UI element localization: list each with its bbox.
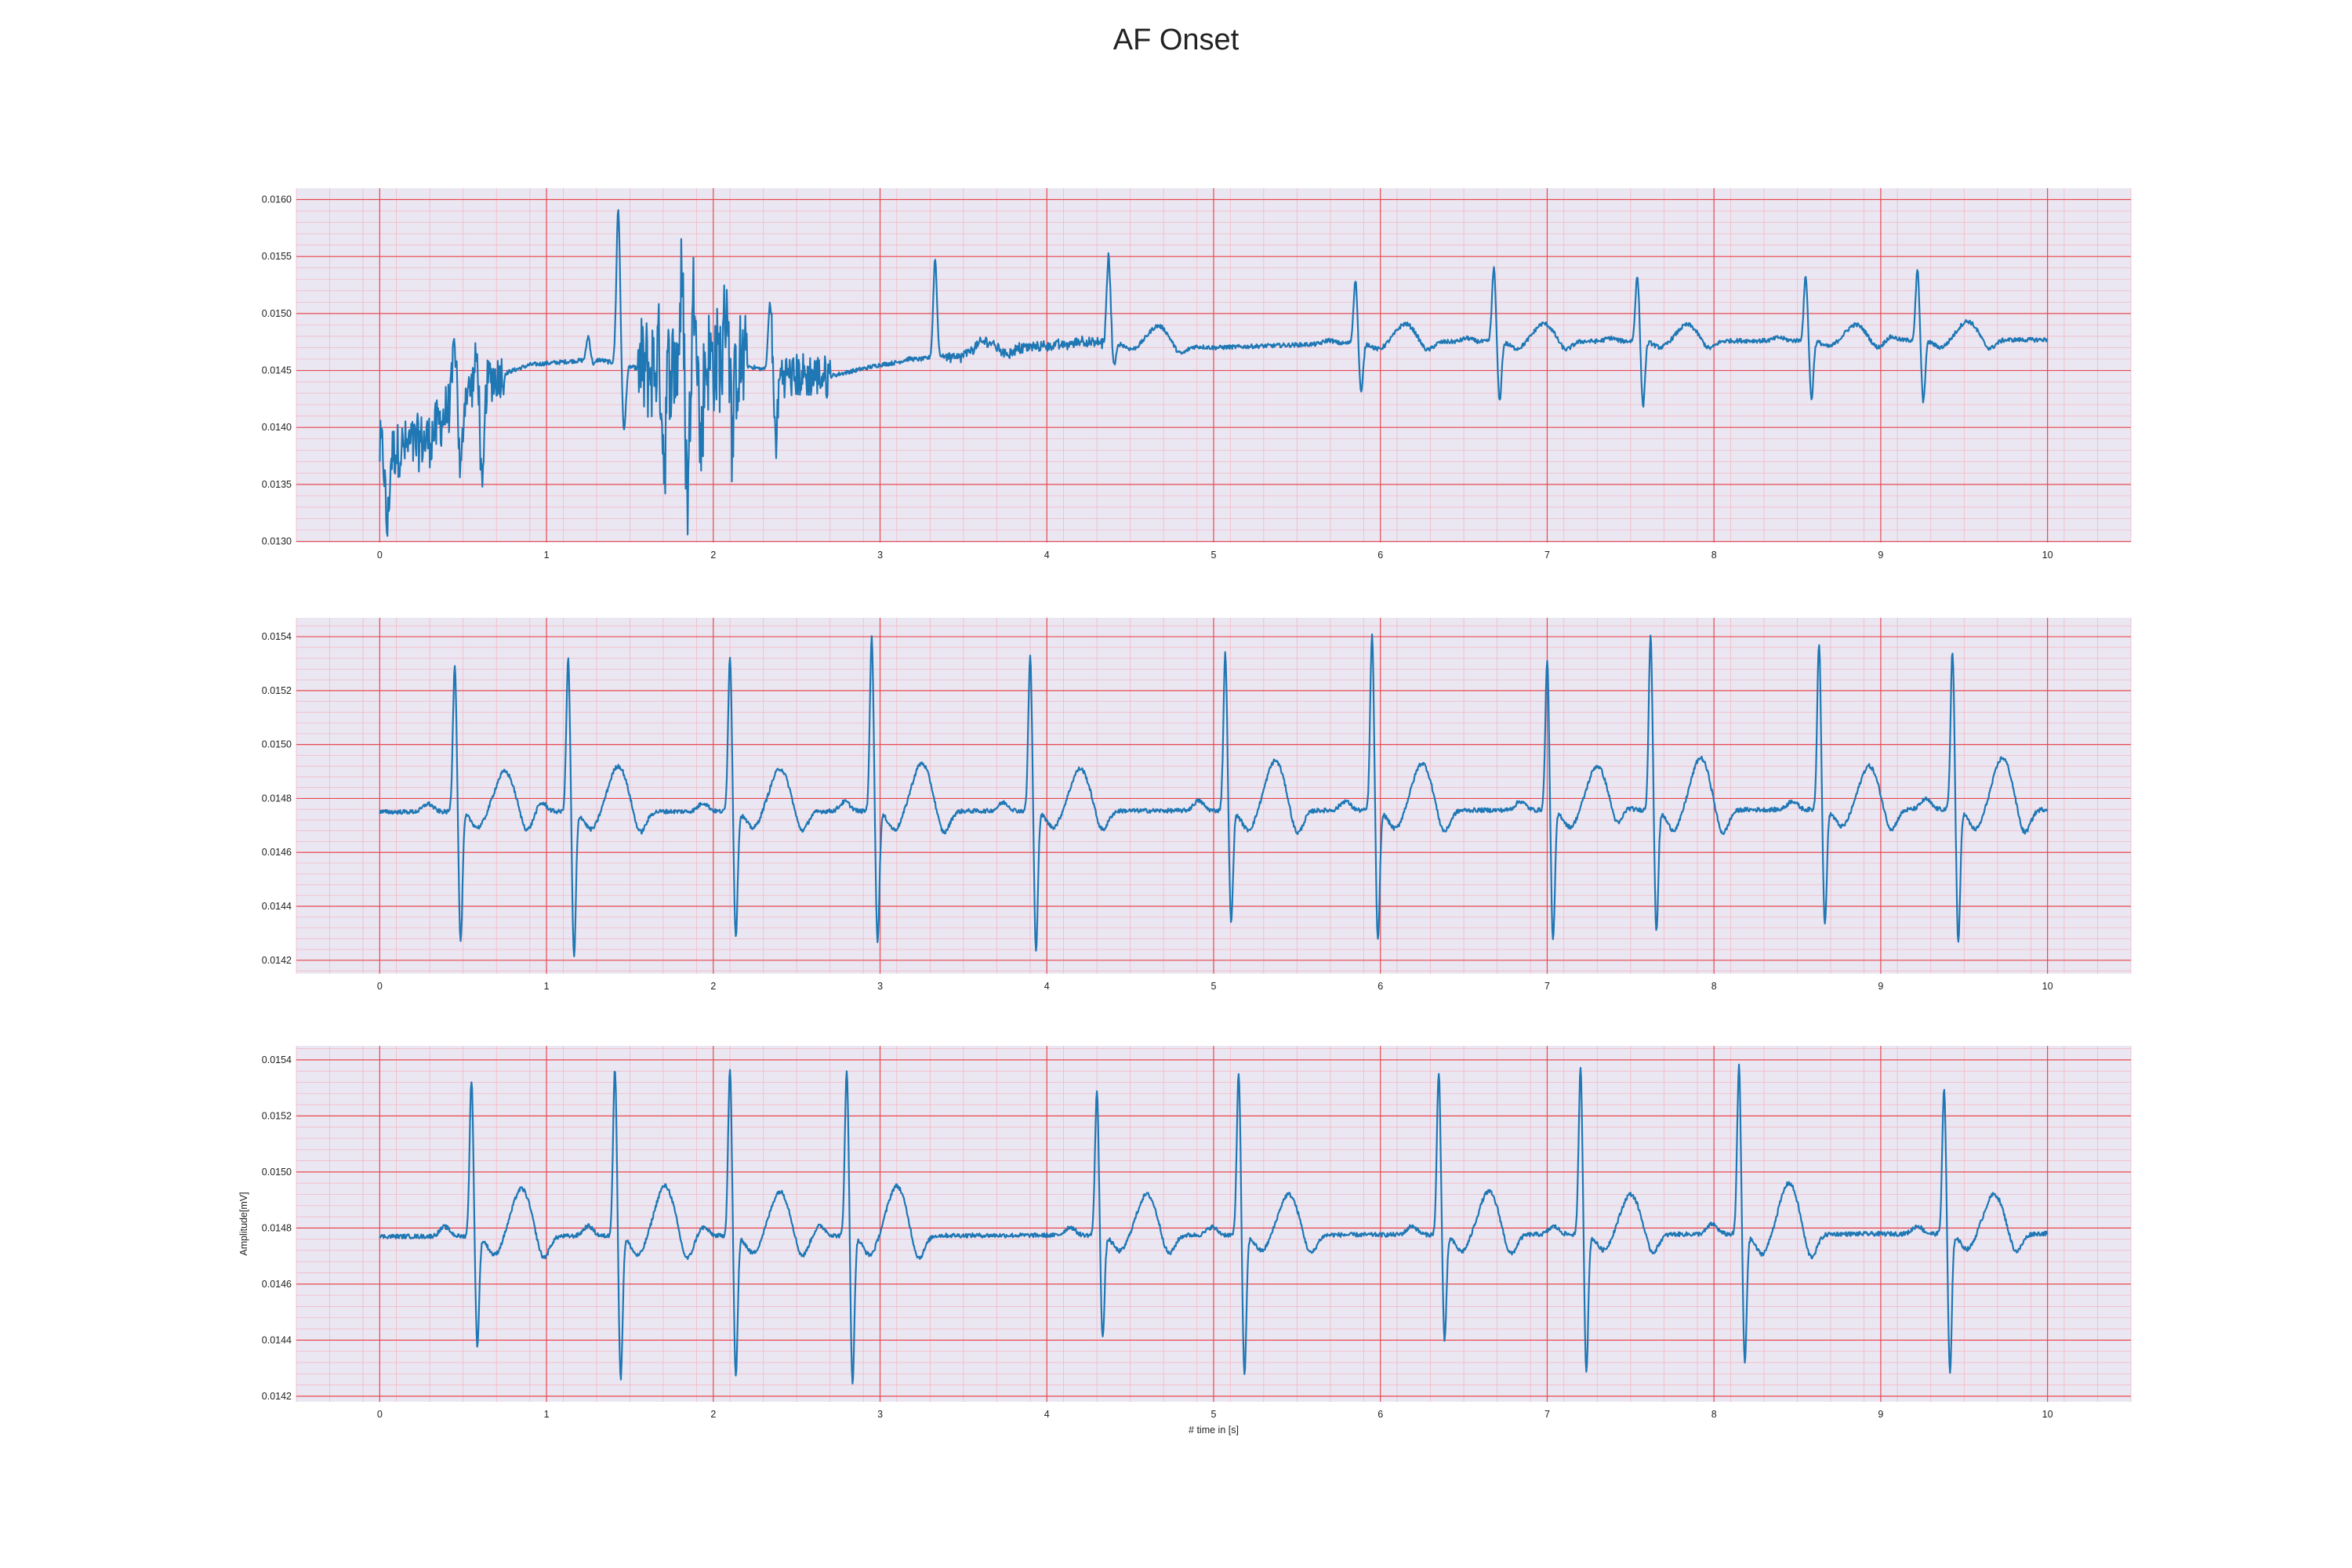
x-tick-label: 3 bbox=[877, 1409, 883, 1420]
ecg-series-line bbox=[379, 209, 2049, 537]
x-tick-label: 2 bbox=[710, 550, 716, 561]
x-tick-label: 1 bbox=[544, 981, 550, 992]
x-tick-label: 8 bbox=[1711, 981, 1717, 992]
x-tick-label: 7 bbox=[1544, 550, 1550, 561]
x-tick-label: 9 bbox=[1878, 550, 1883, 561]
x-tick-label: 2 bbox=[710, 1409, 716, 1420]
y-tick-label: 0.0148 bbox=[262, 793, 292, 804]
x-axis-label: # time in [s] bbox=[1189, 1425, 1239, 1436]
figure-title: AF Onset bbox=[1112, 24, 1240, 56]
x-tick-label: 6 bbox=[1377, 550, 1383, 561]
x-tick-label: 7 bbox=[1544, 1409, 1550, 1420]
x-tick-label: 5 bbox=[1211, 1409, 1217, 1420]
x-tick-label: 6 bbox=[1377, 1409, 1383, 1420]
ecg-panel-1: 0 1 2 3 4 5 6 7 8 9 10 0.0130 0.0135 0.0140 0.0145 0.01… bbox=[262, 188, 2132, 561]
ecg-series-line bbox=[379, 633, 2049, 957]
y-tick-label: 0.0152 bbox=[262, 1110, 292, 1121]
y-tick-label: 0.0146 bbox=[262, 1279, 292, 1290]
x-tick-label: 7 bbox=[1544, 981, 1550, 992]
x-tick-label: 4 bbox=[1044, 550, 1050, 561]
x-tick-label: 8 bbox=[1711, 1409, 1717, 1420]
y-tick-label: 0.0155 bbox=[262, 251, 292, 262]
y-tick-label: 0.0150 bbox=[262, 1167, 292, 1178]
x-tick-label: 3 bbox=[877, 981, 883, 992]
x-tick-label: 6 bbox=[1377, 981, 1383, 992]
y-tick-label: 0.0142 bbox=[262, 1391, 292, 1402]
x-tick-label: 10 bbox=[2042, 1409, 2053, 1420]
x-tick-label: 8 bbox=[1711, 550, 1717, 561]
ecg-series-line bbox=[379, 1063, 2049, 1385]
y-tick-label: 0.0160 bbox=[262, 194, 292, 205]
x-tick-label: 3 bbox=[877, 550, 883, 561]
x-tick-label: 1 bbox=[544, 550, 550, 561]
x-tick-label: 1 bbox=[544, 1409, 550, 1420]
x-tick-label: 10 bbox=[2042, 550, 2053, 561]
y-axis-label: Amplitude[mV] bbox=[238, 1192, 249, 1255]
y-tick-label: 0.0148 bbox=[262, 1222, 292, 1233]
ecg-panel-2: 0 1 2 3 4 5 6 7 8 9 10 0.0142 0.0144 0.0146 0.0148 0.01… bbox=[262, 618, 2132, 992]
x-tick-label: 5 bbox=[1211, 981, 1217, 992]
y-tick-label: 0.0150 bbox=[262, 308, 292, 319]
x-tick-label: 5 bbox=[1211, 550, 1217, 561]
x-tick-label: 2 bbox=[710, 981, 716, 992]
x-tick-label: 9 bbox=[1878, 1409, 1883, 1420]
x-tick-label: 9 bbox=[1878, 981, 1883, 992]
y-tick-label: 0.0154 bbox=[262, 1054, 292, 1065]
y-tick-label: 0.0144 bbox=[262, 1334, 292, 1345]
x-tick-label: 0 bbox=[377, 981, 383, 992]
y-tick-label: 0.0130 bbox=[262, 536, 292, 547]
y-tick-label: 0.0135 bbox=[262, 479, 292, 490]
major-grid bbox=[296, 1046, 2131, 1402]
y-tick-label: 0.0146 bbox=[262, 847, 292, 858]
x-tick-label: 4 bbox=[1044, 981, 1050, 992]
x-tick-label: 0 bbox=[377, 1409, 383, 1420]
y-tick-label: 0.0142 bbox=[262, 955, 292, 966]
y-tick-label: 0.0150 bbox=[262, 739, 292, 750]
y-tick-label: 0.0154 bbox=[262, 631, 292, 642]
y-tick-label: 0.0144 bbox=[262, 901, 292, 912]
x-tick-label: 4 bbox=[1044, 1409, 1050, 1420]
y-tick-label: 0.0145 bbox=[262, 365, 292, 376]
x-tick-label: 10 bbox=[2042, 981, 2053, 992]
y-tick-label: 0.0140 bbox=[262, 422, 292, 433]
y-tick-label: 0.0152 bbox=[262, 685, 292, 696]
ecg-panel-3: 0 1 2 3 4 5 6 7 8 9 10 0.0142 0.0144 0.0146 0.0148 0.01… bbox=[238, 1046, 2132, 1436]
x-tick-label: 0 bbox=[377, 550, 383, 561]
major-grid bbox=[296, 188, 2131, 543]
